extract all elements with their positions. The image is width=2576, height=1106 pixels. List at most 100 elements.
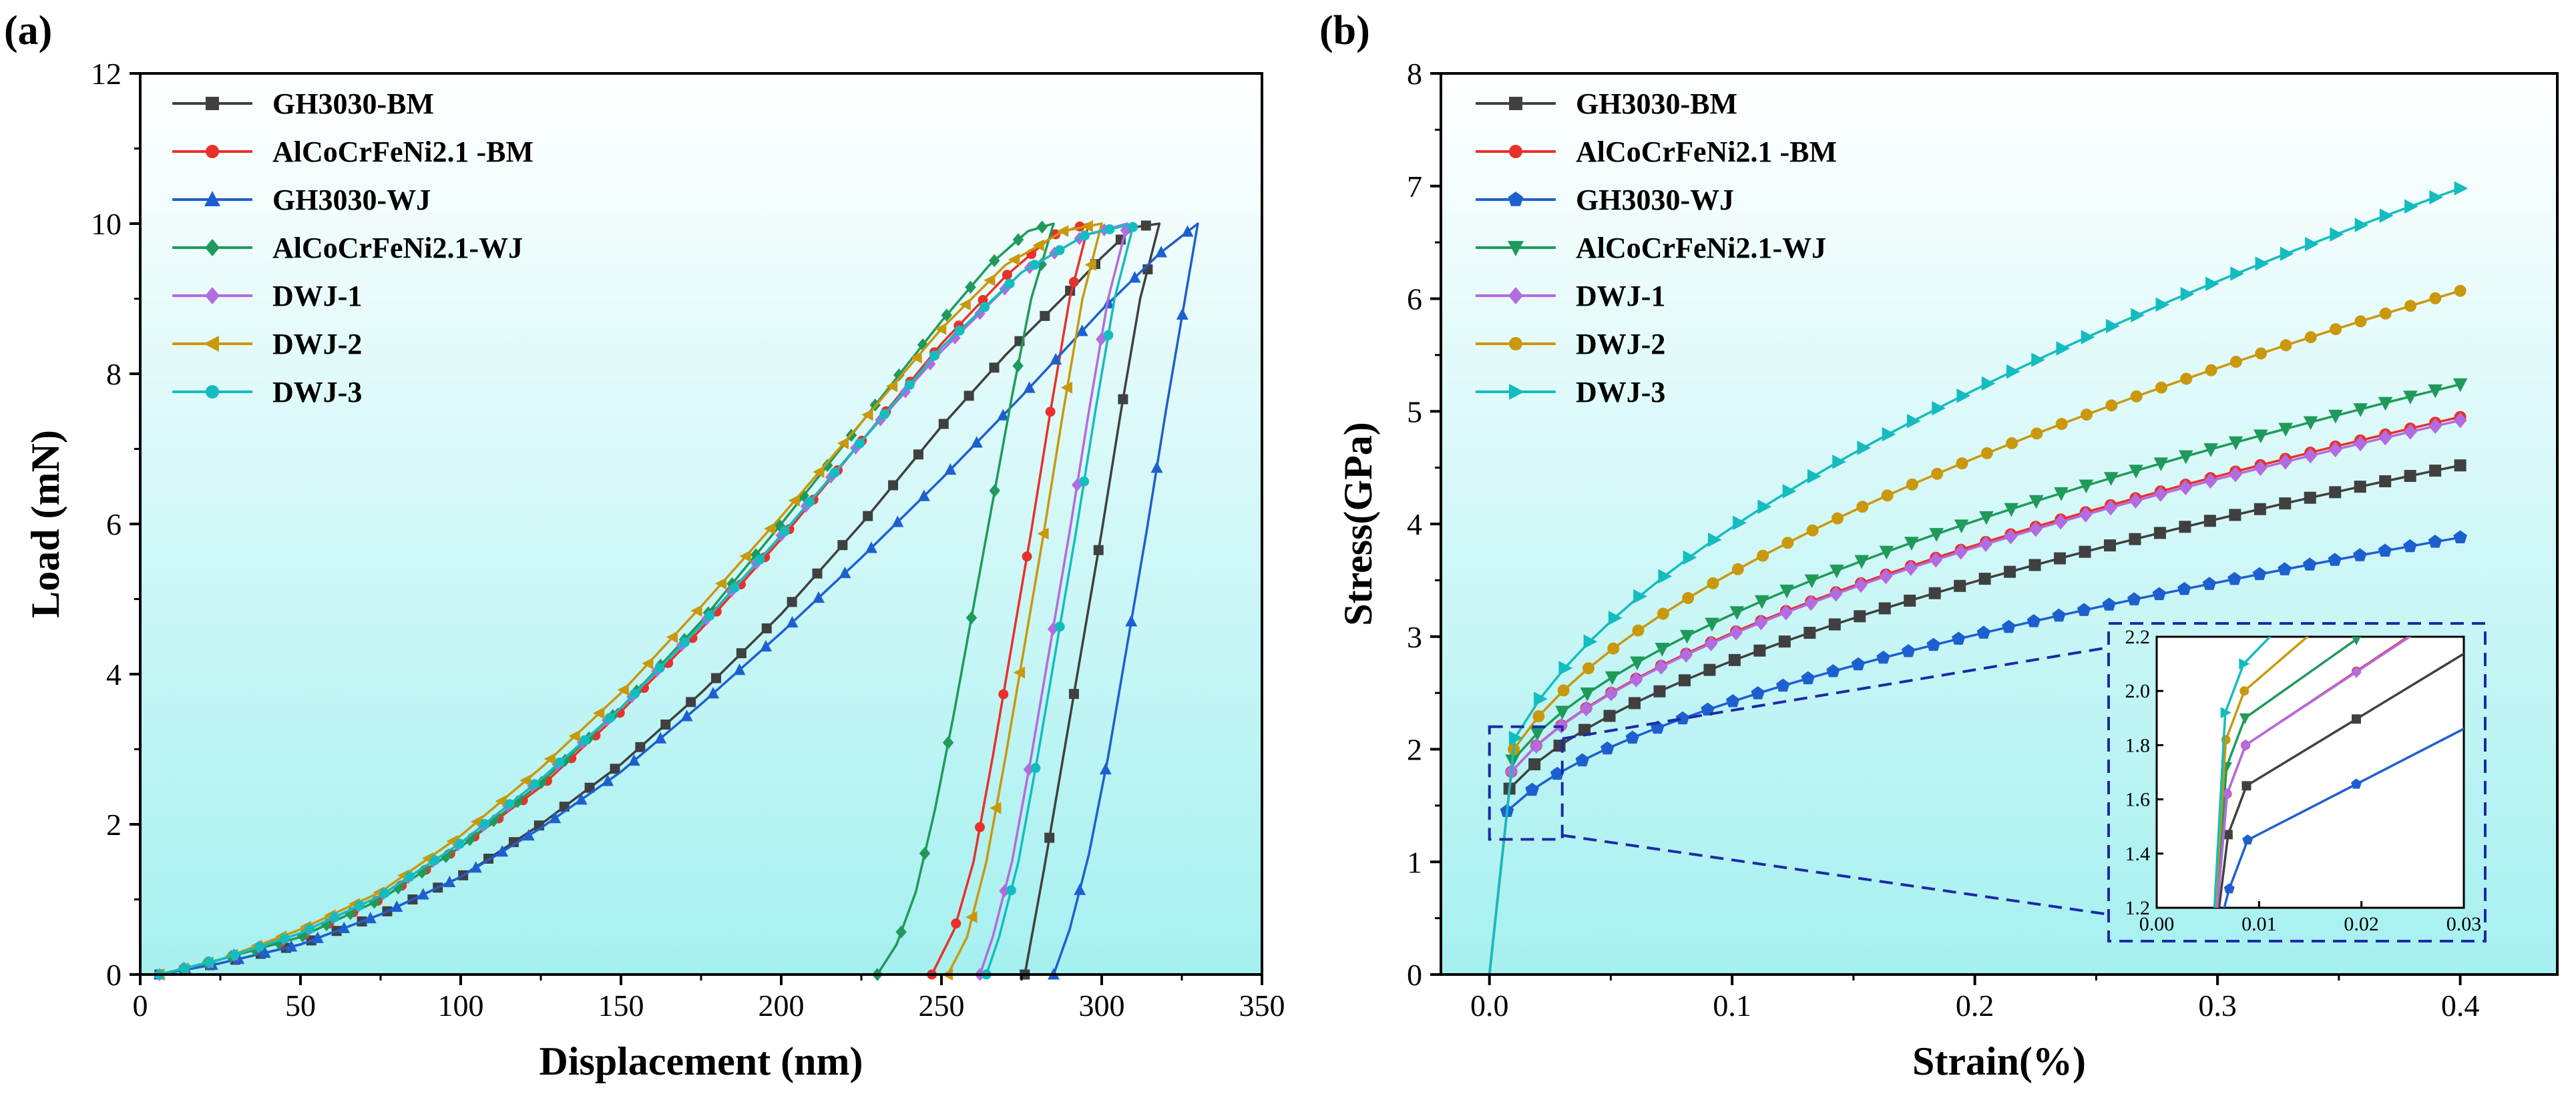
- data-point: [1040, 310, 1050, 321]
- data-point: [1778, 635, 1791, 648]
- data-point: [1023, 381, 1036, 393]
- ticks-a: 0 50 100 150 200 250 300 350 0 2 4 6 8 10 12: [91, 57, 1285, 1023]
- data-point: [511, 795, 523, 808]
- series-gh3030-bm: [1488, 459, 2466, 975]
- data-point: [1976, 625, 1991, 639]
- data-point: [364, 911, 377, 924]
- legend-item-alcocrfeni2-1-bm: AlCoCrFeNi2.1 -BM: [172, 135, 533, 168]
- data-point: [2180, 286, 2195, 302]
- y-tick-label: 6: [1407, 282, 1422, 316]
- data-point: [2378, 396, 2393, 411]
- x-tick-label: 0.4: [2441, 989, 2480, 1023]
- y-tick-label: 10: [91, 207, 122, 241]
- inset-point: [2241, 781, 2251, 791]
- data-point: [2403, 390, 2418, 404]
- data-point: [2028, 495, 2044, 509]
- data-point: [355, 900, 365, 911]
- data-point: [1704, 635, 1718, 651]
- legend-label-gh3030-wj: GH3030-WJ: [272, 184, 431, 216]
- data-point: [2155, 297, 2170, 312]
- data-point: [1582, 662, 1594, 675]
- data-point: [2077, 603, 2091, 616]
- data-point: [654, 732, 667, 744]
- data-point: [2130, 390, 2143, 402]
- legend-label-dwj-1: DWJ-1: [1576, 280, 1665, 312]
- x-tick-label: 0: [133, 989, 148, 1023]
- data-point: [2103, 472, 2119, 486]
- data-point: [837, 437, 849, 450]
- data-point: [2155, 381, 2167, 394]
- data-point: [2278, 423, 2293, 437]
- data-point: [1779, 584, 1794, 599]
- data-point: [739, 550, 751, 563]
- legend-label-dwj-2: DWJ-2: [1576, 328, 1665, 360]
- data-point: [761, 623, 772, 633]
- data-point: [1675, 711, 1690, 725]
- data-point: [1851, 657, 1866, 671]
- data-point: [2152, 587, 2167, 601]
- y-tick-label: 12: [91, 57, 122, 91]
- data-point: [1879, 545, 1894, 560]
- data-point: [1653, 685, 1666, 698]
- data-point: [813, 466, 825, 479]
- data-point: [2129, 465, 2143, 479]
- data-point: [2279, 497, 2292, 510]
- data-point: [686, 697, 696, 708]
- data-point: [379, 888, 390, 898]
- legend-label-dwj-2: DWJ-2: [272, 328, 362, 360]
- inset-point: [2221, 788, 2233, 800]
- data-point: [1703, 663, 1716, 676]
- inset-series-gh3030-wj: [2223, 727, 2464, 908]
- data-point: [1525, 782, 1539, 796]
- data-point: [642, 657, 654, 670]
- data-point: [1529, 738, 1543, 754]
- legend-item-dwj-2: DWJ-2: [172, 328, 362, 360]
- data-point: [1804, 574, 1819, 589]
- data-point: [1630, 656, 1645, 671]
- data-point: [1757, 549, 1769, 562]
- data-point: [1879, 568, 1893, 585]
- data-point: [1779, 605, 1793, 621]
- inset-point: [2351, 665, 2362, 678]
- data-point: [2303, 416, 2318, 431]
- data-point: [1754, 595, 1769, 609]
- data-point: [443, 875, 456, 888]
- data-point: [1954, 519, 1969, 534]
- data-point: [2354, 481, 2366, 493]
- data-point: [2253, 429, 2268, 444]
- data-point: [2056, 341, 2071, 356]
- data-point: [1074, 883, 1086, 895]
- data-point: [2330, 227, 2344, 242]
- y-tick-label: 7: [1407, 170, 1422, 204]
- inset-series-dwj-1: [2215, 637, 2412, 908]
- data-point: [2079, 507, 2093, 523]
- series-line-dwj-2: [159, 222, 1103, 976]
- data-point: [1030, 763, 1041, 774]
- inset-point: [2240, 739, 2251, 752]
- data-point: [954, 325, 965, 336]
- data-point: [1956, 457, 1968, 470]
- data-point: [924, 357, 936, 371]
- data-point: [2054, 552, 2067, 565]
- data-point: [479, 819, 490, 830]
- data-point: [2079, 479, 2094, 494]
- y-tick-label: 0: [1407, 958, 1422, 992]
- data-point: [1068, 276, 1079, 287]
- data-point: [2203, 443, 2218, 457]
- data-point: [965, 611, 978, 625]
- data-point: [1781, 537, 1794, 549]
- data-point: [1707, 532, 1722, 547]
- data-point: [929, 350, 940, 361]
- data-point: [2403, 424, 2417, 440]
- data-point: [1956, 388, 1971, 403]
- data-point: [965, 280, 976, 294]
- data-point: [913, 449, 923, 460]
- x-tick-label: 150: [598, 989, 644, 1023]
- data-point: [2404, 199, 2418, 214]
- data-point: [2452, 378, 2468, 392]
- data-point: [628, 754, 640, 766]
- data-point: [729, 582, 740, 593]
- data-point: [544, 753, 556, 766]
- data-point: [2229, 467, 2242, 483]
- x-tick-label: 0.3: [2198, 989, 2237, 1023]
